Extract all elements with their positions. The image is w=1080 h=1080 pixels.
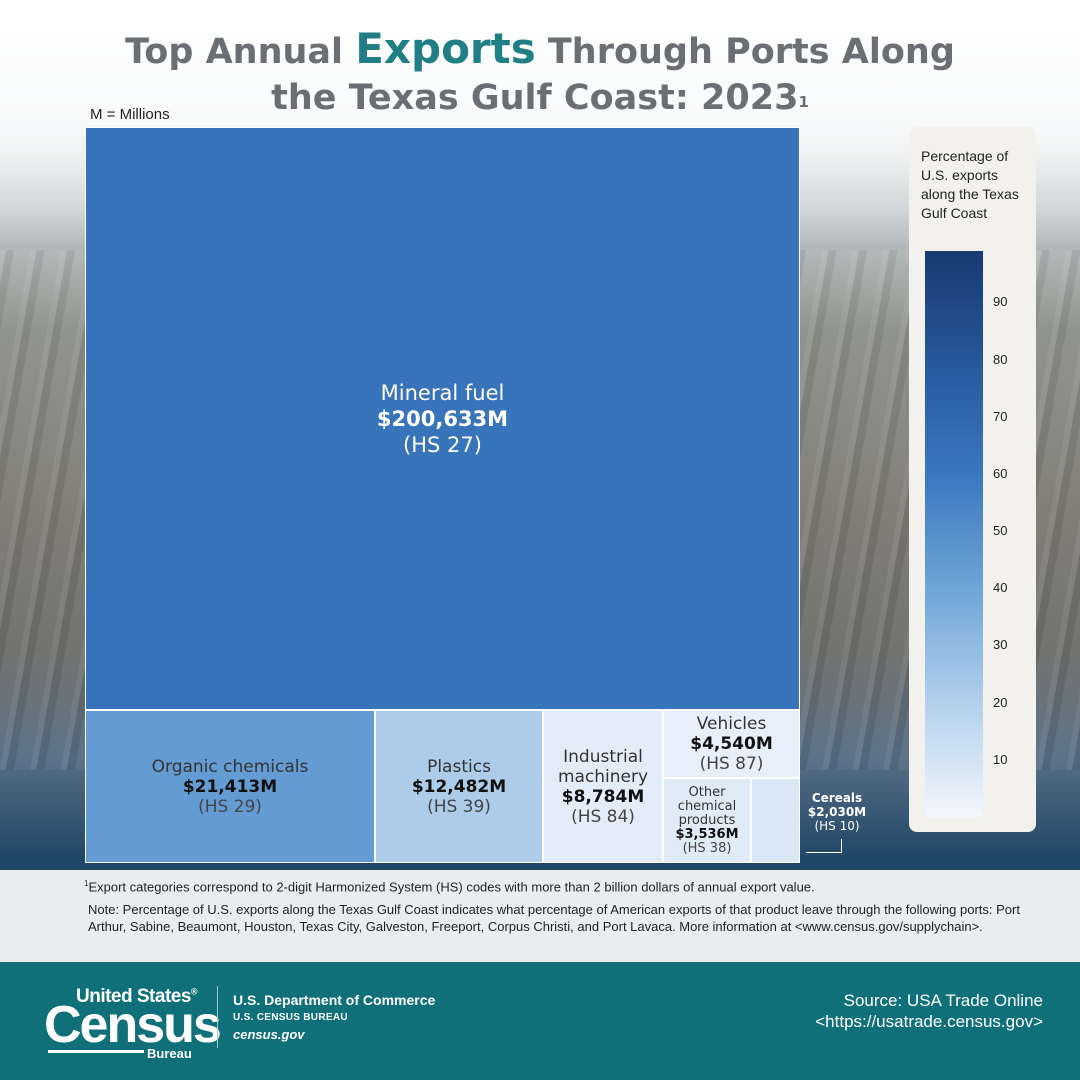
- legend-tick-label: 90: [993, 294, 1008, 310]
- tile-name-line2: chemical: [677, 798, 737, 814]
- tile-hs-code: (HS 84): [571, 806, 635, 827]
- tile-organic-chemicals[interactable]: Organic chemicals $21,413M (HS 29): [85, 710, 375, 863]
- legend-tick-label: 30: [993, 637, 1008, 653]
- cereals-name: Cereals: [811, 791, 863, 805]
- legend-color-scale: [925, 251, 983, 817]
- tile-vehicles[interactable]: Vehicles $4,540M (HS 87): [663, 710, 800, 778]
- cereals-leader-line: [806, 839, 842, 853]
- title-footnote-marker: 1: [798, 93, 809, 111]
- tile-hs-code: (HS 39): [427, 796, 491, 817]
- tile-mineral-fuel[interactable]: Mineral fuel $200,633M (HS 27): [85, 127, 800, 710]
- footnote: 1Export categories correspond to 2-digit…: [84, 876, 1044, 895]
- legend-tick-label: 60: [993, 465, 1008, 481]
- footer-divider: [217, 986, 218, 1048]
- legend-tick-label: 70: [993, 408, 1008, 424]
- source-url[interactable]: <https://usatrade.census.gov>: [815, 1012, 1043, 1031]
- footer: United States® Census Bureau U.S. Depart…: [0, 962, 1080, 1080]
- legend-tick-label: 40: [993, 580, 1008, 596]
- title-highlight: Exports: [355, 24, 536, 73]
- bureau-name: U.S. CENSUS BUREAU: [233, 1012, 348, 1023]
- cereals-hs-code: (HS 10): [814, 819, 860, 833]
- tile-name-line2: machinery: [557, 766, 649, 787]
- logo-bureau: Bureau: [147, 1046, 192, 1061]
- tile-hs-code: (HS 29): [198, 796, 262, 817]
- legend-tick-label: 10: [993, 751, 1008, 767]
- logo-census: Census: [44, 996, 222, 1054]
- notes-section: 1Export categories correspond to 2-digit…: [0, 870, 1080, 962]
- treemap: Mineral fuel $200,633M (HS 27) Organic c…: [85, 127, 800, 863]
- tile-name-line3: products: [678, 812, 736, 828]
- note-text: Note: Percentage of U.S. exports along t…: [88, 902, 1020, 934]
- tile-plastics[interactable]: Plastics $12,482M (HS 39): [375, 710, 543, 863]
- logo-united-states: United States®: [76, 986, 198, 1007]
- tile-value: $8,784M: [561, 786, 645, 807]
- tile-name-line1: Industrial: [563, 746, 643, 767]
- source-block: Source: USA Trade Online <https://usatra…: [815, 990, 1043, 1032]
- tile-hs-code: (HS 87): [699, 754, 764, 774]
- tile-cereals[interactable]: [751, 778, 800, 863]
- cereals-callout: Cereals $2,030M (HS 10): [800, 791, 874, 833]
- tile-name-line1: Other: [688, 784, 726, 800]
- color-legend: Percentage of U.S. exports along the Tex…: [909, 127, 1036, 832]
- footnote-marker: 1: [84, 879, 89, 888]
- units-note: M = Millions: [90, 106, 170, 123]
- tile-name: Plastics: [427, 756, 491, 777]
- title-part1: Top Annual: [125, 32, 356, 72]
- tile-value: $3,536M: [675, 826, 739, 842]
- legend-tick-label: 80: [993, 351, 1008, 367]
- agency-block: U.S. Department of Commerce U.S. CENSUS …: [233, 991, 435, 1043]
- tile-other-chemical-products[interactable]: Other chemical products $3,536M (HS 38): [663, 778, 751, 863]
- tile-industrial-machinery[interactable]: Industrial machinery $8,784M (HS 84): [543, 710, 663, 863]
- tile-value: $200,633M: [376, 406, 509, 431]
- legend-tick-label: 20: [993, 694, 1008, 710]
- tile-name: Mineral fuel: [380, 380, 505, 405]
- legend-title: Percentage of U.S. exports along the Tex…: [921, 148, 1019, 221]
- chart-title: Top Annual Exports Through Ports Along t…: [0, 26, 1080, 121]
- tile-name: Vehicles: [696, 714, 767, 734]
- legend-tick-label: 50: [993, 523, 1008, 539]
- tile-name: Organic chemicals: [151, 756, 309, 777]
- department-name: U.S. Department of Commerce: [233, 992, 436, 1008]
- tile-value: $4,540M: [690, 734, 773, 754]
- cereals-value: $2,030M: [807, 805, 867, 819]
- website-link[interactable]: census.gov: [233, 1027, 305, 1042]
- tile-hs-code: (HS 27): [403, 432, 482, 457]
- logo-underline: [48, 1050, 144, 1053]
- title-part2: Through Ports Along: [535, 32, 955, 72]
- tile-hs-code: (HS 38): [682, 840, 732, 856]
- tile-value: $12,482M: [411, 776, 507, 797]
- source-label: Source: USA Trade Online: [843, 991, 1043, 1010]
- tile-value: $21,413M: [182, 776, 278, 797]
- footnote-text: Export categories correspond to 2-digit …: [88, 879, 815, 895]
- census-logo[interactable]: United States® Census Bureau: [44, 984, 222, 1062]
- title-line2: the Texas Gulf Coast: 2023: [271, 78, 799, 118]
